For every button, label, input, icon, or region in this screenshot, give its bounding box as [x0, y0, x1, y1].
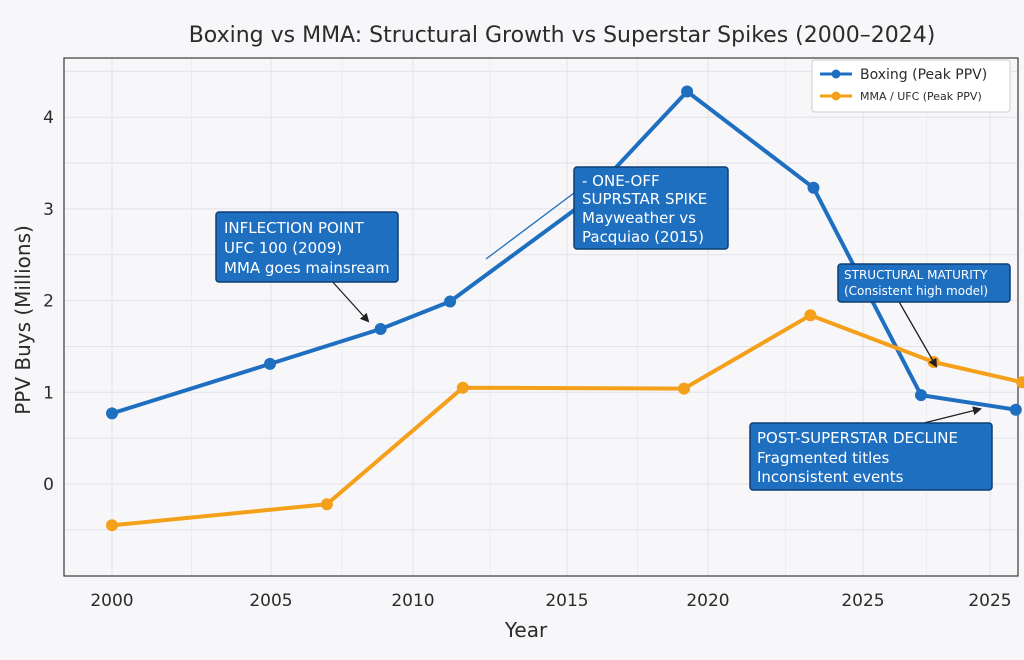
legend-boxing-marker	[831, 69, 841, 79]
annotation-spike-box	[573, 166, 729, 250]
y-axis-label: PPV Buys (Millions)	[11, 225, 35, 415]
annotation-inflection-box	[215, 211, 399, 283]
data-point	[456, 381, 469, 394]
data-point	[320, 498, 333, 511]
y-tick-label: 4	[43, 108, 54, 128]
y-tick-label: 2	[43, 292, 54, 312]
legend-mma-label: MMA / UFC (Peak PPV)	[860, 90, 982, 103]
legend-mma-marker	[831, 91, 841, 101]
annotation-decline-arrow	[919, 406, 982, 425]
data-point	[264, 357, 276, 370]
annotation-maturity-arrow	[897, 299, 937, 368]
data-point	[915, 389, 927, 402]
annotation-spike-line-1: - ONE-OFF	[582, 172, 660, 190]
data-point	[678, 382, 690, 395]
annotation-decline: POST-SUPERSTAR DECLINE Fragmented titles…	[749, 406, 993, 491]
data-point	[1009, 403, 1022, 416]
y-tick-label: 3	[43, 200, 54, 220]
y-axis-ticks: 0 1 2 3 4	[43, 108, 54, 495]
annotation-decline-box	[749, 422, 993, 491]
x-tick-label: 2015	[545, 591, 588, 611]
annotation-maturity-line-2: (Consistent high model)	[844, 284, 988, 298]
x-tick-label: 2010	[391, 591, 434, 611]
annotation-inflection-line-1: INFLECTION POINT	[224, 219, 364, 237]
annotation-decline-line-1: POST-SUPERSTAR DECLINE	[757, 429, 958, 447]
data-point	[444, 295, 457, 308]
annotation-maturity: STRUCTURAL MATURITY (Consistent high mod…	[837, 263, 1011, 368]
plot-area	[63, 57, 1019, 577]
annotation-spike-pointer	[485, 192, 575, 260]
data-point	[106, 519, 118, 532]
annotation-inflection-arrow	[329, 278, 370, 323]
x-tick-label: 2000	[90, 591, 133, 611]
data-point	[804, 309, 817, 322]
data-point	[1016, 376, 1024, 389]
y-tick-label: 1	[43, 383, 54, 403]
x-tick-label: 2020	[686, 591, 729, 611]
annotation-inflection: INFLECTION POINT UFC 100 (2009) MMA goes…	[215, 211, 399, 323]
legend: Boxing (Peak PPV) MMA / UFC (Peak PPV)	[811, 59, 1011, 113]
legend-boxing-label: Boxing (Peak PPV)	[860, 67, 987, 83]
annotation-spike-line-3: Mayweather vs	[582, 209, 696, 227]
data-point	[807, 181, 820, 194]
x-axis-ticks: 2000 2005 2010 2015 2020 2025 2025	[90, 591, 1011, 611]
annotation-spike: - ONE-OFF SUPRSTAR SPIKE Mayweather vs P…	[485, 166, 729, 260]
annotation-spike-line-2: SUPRSTAR SPIKE	[582, 190, 707, 208]
annotation-maturity-line-1: STRUCTURAL MATURITY	[844, 268, 988, 282]
annotation-maturity-box	[837, 263, 1011, 303]
annotation-decline-line-2: Fragmented titles	[757, 449, 889, 467]
x-tick-label: 2025	[968, 591, 1011, 611]
data-point	[106, 407, 118, 420]
chart-title: Boxing vs MMA: Structural Growth vs Supe…	[189, 23, 936, 48]
x-axis-label: Year	[504, 618, 548, 642]
data-point	[681, 85, 694, 98]
annotation-spike-line-4: Pacquiao (2015)	[582, 228, 704, 246]
data-point	[374, 323, 387, 335]
legend-box	[811, 59, 1011, 113]
annotation-decline-line-3: Inconsistent events	[757, 468, 904, 486]
annotation-inflection-line-3: MMA goes mainsream	[224, 259, 390, 277]
x-tick-label: 2025	[841, 591, 884, 611]
y-tick-label: 0	[43, 475, 54, 495]
annotation-inflection-line-2: UFC 100 (2009)	[224, 239, 342, 257]
x-tick-label: 2005	[249, 591, 292, 611]
